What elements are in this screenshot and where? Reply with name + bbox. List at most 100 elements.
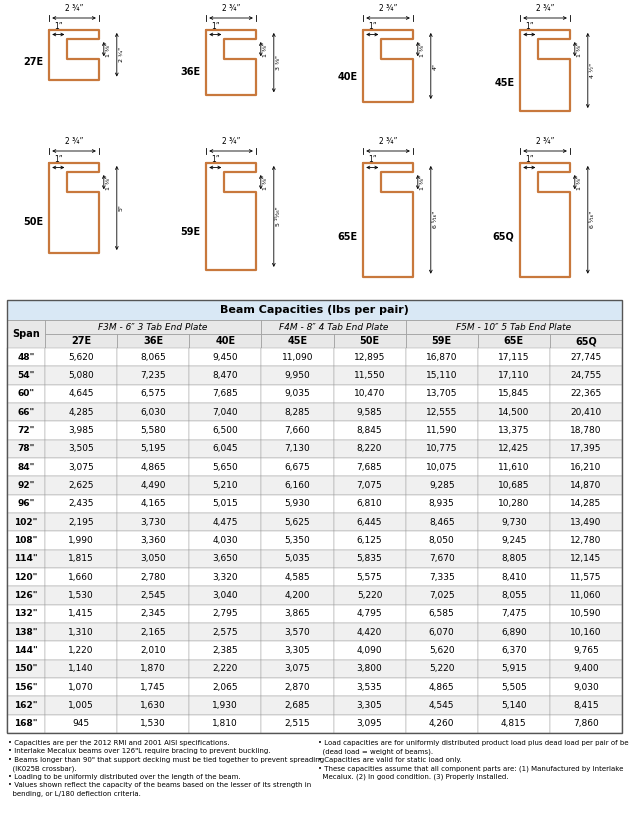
Bar bbox=[333, 696, 406, 715]
Text: 2,010: 2,010 bbox=[140, 646, 166, 655]
Text: 4,585: 4,585 bbox=[285, 572, 310, 581]
Text: 3,075: 3,075 bbox=[68, 462, 94, 471]
Text: 5,835: 5,835 bbox=[357, 554, 382, 563]
Text: 1,815: 1,815 bbox=[68, 554, 94, 563]
Text: 11,550: 11,550 bbox=[353, 371, 386, 380]
Text: 5,930: 5,930 bbox=[284, 499, 310, 508]
Text: 2 ¾”: 2 ¾” bbox=[222, 4, 240, 13]
Text: • Loading to be uniformly distributed over the length of the beam.: • Loading to be uniformly distributed ov… bbox=[8, 774, 241, 780]
Text: 2,575: 2,575 bbox=[213, 628, 238, 636]
Text: 4,545: 4,545 bbox=[429, 701, 454, 710]
Bar bbox=[478, 531, 550, 550]
Bar bbox=[333, 531, 406, 550]
Text: 7,685: 7,685 bbox=[357, 462, 382, 471]
Bar bbox=[550, 605, 622, 623]
Bar bbox=[262, 385, 333, 403]
Text: 2,515: 2,515 bbox=[285, 720, 310, 728]
Text: • Capacities are valid for static load only.: • Capacities are valid for static load o… bbox=[318, 757, 462, 763]
Bar bbox=[406, 495, 478, 513]
Text: 120": 120" bbox=[14, 572, 38, 581]
Bar bbox=[478, 715, 550, 733]
Bar bbox=[117, 495, 189, 513]
Text: 4,815: 4,815 bbox=[501, 720, 526, 728]
Bar bbox=[406, 550, 478, 568]
Text: 12,425: 12,425 bbox=[498, 444, 530, 453]
Bar bbox=[7, 660, 45, 678]
Text: 27E: 27E bbox=[23, 57, 43, 67]
Text: 1,630: 1,630 bbox=[140, 701, 166, 710]
Bar bbox=[333, 568, 406, 586]
Bar bbox=[7, 623, 45, 641]
Bar bbox=[189, 678, 262, 696]
Text: 138": 138" bbox=[14, 628, 38, 636]
Text: 10,280: 10,280 bbox=[498, 499, 530, 508]
Text: 156": 156" bbox=[14, 683, 38, 691]
Text: 8,470: 8,470 bbox=[213, 371, 238, 380]
Text: 17,110: 17,110 bbox=[498, 371, 530, 380]
Text: • Interlake Mecalux beams over 126"L require bracing to prevent buckling.: • Interlake Mecalux beams over 126"L req… bbox=[8, 749, 270, 755]
Text: 7,040: 7,040 bbox=[213, 407, 238, 416]
Bar bbox=[406, 623, 478, 641]
Text: 7,660: 7,660 bbox=[284, 426, 310, 435]
Text: 65E: 65E bbox=[504, 336, 524, 346]
Bar bbox=[189, 421, 262, 440]
Bar bbox=[45, 367, 117, 385]
Text: 3,730: 3,730 bbox=[140, 517, 166, 526]
Bar bbox=[262, 568, 333, 586]
Bar bbox=[406, 440, 478, 458]
Text: 13,490: 13,490 bbox=[571, 517, 601, 526]
Bar bbox=[45, 385, 117, 403]
Bar bbox=[7, 385, 45, 403]
Text: 65Q: 65Q bbox=[575, 336, 597, 346]
Text: 1,870: 1,870 bbox=[140, 665, 166, 673]
Bar bbox=[478, 513, 550, 531]
Bar bbox=[550, 403, 622, 421]
Bar bbox=[478, 495, 550, 513]
Text: 92": 92" bbox=[18, 481, 35, 490]
Bar bbox=[478, 367, 550, 385]
Bar bbox=[45, 320, 262, 334]
Bar bbox=[45, 696, 117, 715]
Text: 1 ⅜”: 1 ⅜” bbox=[263, 175, 268, 190]
Bar bbox=[550, 641, 622, 660]
Bar bbox=[117, 641, 189, 660]
Text: 5,080: 5,080 bbox=[68, 371, 94, 380]
Text: 5,195: 5,195 bbox=[140, 444, 166, 453]
Text: 1,220: 1,220 bbox=[69, 646, 94, 655]
Text: 2 ¾": 2 ¾" bbox=[119, 47, 124, 62]
Text: 7,075: 7,075 bbox=[357, 481, 382, 490]
Text: Beam Capacities (lbs per pair): Beam Capacities (lbs per pair) bbox=[220, 305, 409, 315]
Text: 8,285: 8,285 bbox=[285, 407, 310, 416]
Bar bbox=[406, 696, 478, 715]
Text: 7,475: 7,475 bbox=[501, 609, 526, 618]
Bar bbox=[189, 476, 262, 495]
Text: 17,395: 17,395 bbox=[570, 444, 602, 453]
Bar bbox=[478, 641, 550, 660]
Bar bbox=[478, 348, 550, 367]
Text: 50E: 50E bbox=[360, 336, 380, 346]
Bar bbox=[406, 660, 478, 678]
Bar bbox=[189, 641, 262, 660]
Bar bbox=[333, 385, 406, 403]
Bar bbox=[117, 531, 189, 550]
Text: 10,160: 10,160 bbox=[570, 628, 602, 636]
Bar bbox=[189, 334, 262, 348]
Text: 2,165: 2,165 bbox=[140, 628, 166, 636]
Text: 1,530: 1,530 bbox=[68, 591, 94, 600]
Bar bbox=[406, 403, 478, 421]
Bar bbox=[117, 660, 189, 678]
Bar bbox=[333, 586, 406, 605]
Text: 4,475: 4,475 bbox=[213, 517, 238, 526]
Text: 16,210: 16,210 bbox=[571, 462, 601, 471]
Bar bbox=[262, 458, 333, 476]
Bar bbox=[7, 715, 45, 733]
Text: 1”: 1” bbox=[211, 154, 220, 163]
Text: 11,090: 11,090 bbox=[282, 352, 313, 362]
Bar bbox=[189, 586, 262, 605]
Bar bbox=[550, 476, 622, 495]
Text: 84": 84" bbox=[18, 462, 35, 471]
Bar bbox=[7, 300, 622, 320]
Bar bbox=[478, 623, 550, 641]
Bar bbox=[550, 495, 622, 513]
Text: 45E: 45E bbox=[494, 77, 515, 87]
